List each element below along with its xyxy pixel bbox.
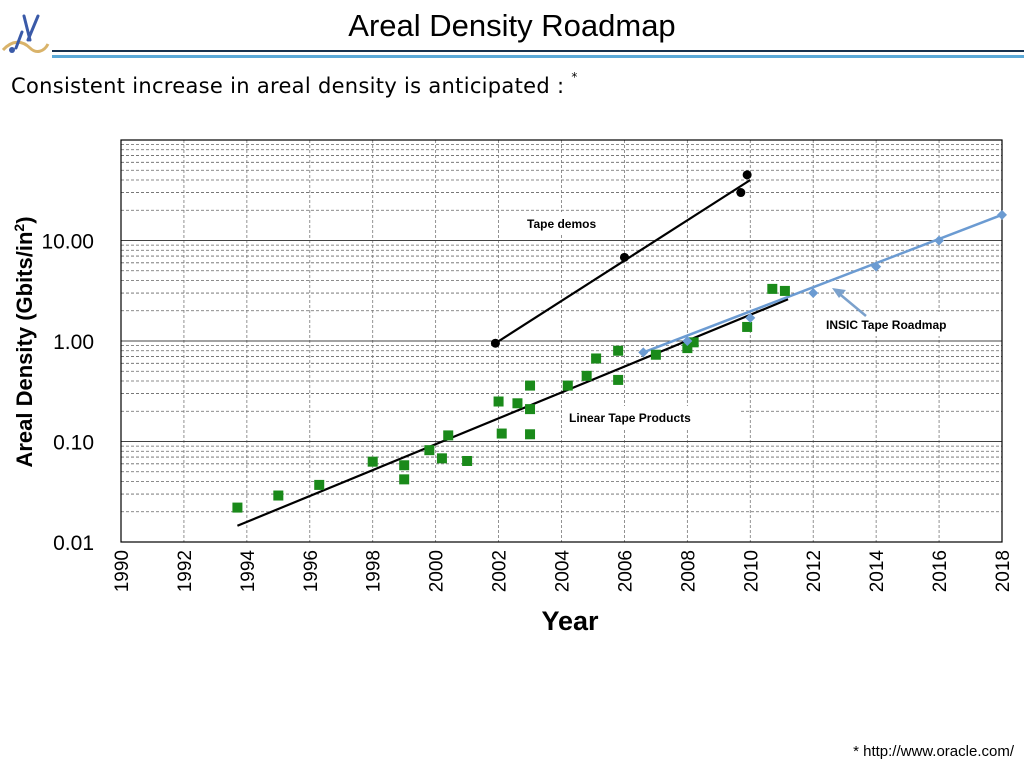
data-points — [232, 170, 1007, 513]
minor-gridlines — [120, 140, 1003, 542]
linear-tape-label-box — [562, 406, 740, 430]
slide-title: Areal Density Roadmap — [348, 8, 676, 43]
point-linear_tape_products — [688, 337, 699, 348]
point-linear_tape_products — [682, 343, 693, 354]
y-axis-title: Areal Density (Gbits/in2) — [11, 216, 37, 467]
point-linear_tape_products — [525, 404, 536, 415]
y-tick-label: 0.01 — [53, 532, 94, 555]
point-insic_tape_roadmap — [871, 261, 882, 272]
logo-dot — [9, 47, 15, 53]
point-tape_demos — [736, 188, 746, 198]
y-axis-title-close: ) — [12, 216, 37, 223]
point-linear_tape_products — [273, 490, 284, 501]
x-tick-label: 2002 — [490, 550, 511, 592]
linear-tape-label: Linear Tape Products — [569, 411, 691, 425]
point-linear_tape_products — [742, 321, 753, 332]
x-axis-title: Year — [541, 606, 599, 636]
x-tick-label: 2010 — [741, 550, 762, 592]
point-insic_tape_roadmap — [745, 312, 756, 323]
x-tick-label: 2006 — [615, 550, 636, 592]
point-linear_tape_products — [424, 445, 435, 456]
point-linear_tape_products — [767, 283, 778, 294]
header-rule-dark — [52, 50, 1024, 52]
y-tick-labels: 0.01 0.10 1.00 10.00 — [41, 231, 94, 556]
point-linear_tape_products — [399, 460, 410, 471]
x-tick-label: 2014 — [867, 550, 888, 593]
x-tick-labels: 1990 1992 1994 1996 1998 2000 2002 2004 2006 2008… — [112, 550, 1014, 593]
tape-demos-label: Tape demos — [527, 217, 596, 231]
x-tick-label: 2018 — [993, 550, 1014, 592]
point-linear_tape_products — [581, 370, 592, 381]
point-linear_tape_products — [562, 380, 573, 391]
logo-swoosh — [1, 40, 50, 53]
point-linear_tape_products — [314, 479, 325, 490]
x-tick-label: 2012 — [804, 550, 825, 592]
point-linear_tape_products — [591, 353, 602, 364]
insic-roadmap-label: INSIC Tape Roadmap — [826, 318, 946, 332]
trend-line-linear_tape_products — [236, 298, 789, 527]
point-linear_tape_products — [399, 474, 410, 485]
insic-roadmap-label-box — [818, 312, 990, 336]
tape-demos-label-box — [518, 212, 622, 234]
x-tick-label: 1992 — [175, 550, 196, 592]
insic-roadmap-arrowhead — [832, 288, 846, 298]
point-linear_tape_products — [367, 456, 378, 467]
slide-subtitle: Consistent increase in areal density is … — [11, 70, 578, 98]
point-tape_demos — [619, 252, 629, 262]
point-insic_tape_roadmap — [638, 347, 649, 358]
y-axis-title-superscript: 2 — [11, 224, 27, 232]
subtitle-footnote-marker: * — [571, 70, 578, 84]
point-insic_tape_roadmap — [934, 235, 945, 246]
plot-frame — [120, 139, 1003, 543]
y-tick-label: 10.00 — [41, 231, 94, 254]
y-tick-label: 1.00 — [53, 331, 94, 354]
y-tick-label: 0.10 — [53, 432, 94, 455]
point-linear_tape_products — [436, 453, 447, 464]
point-linear_tape_products — [613, 374, 624, 385]
x-tick-label: 1998 — [364, 550, 385, 592]
x-tick-label: 2016 — [930, 550, 951, 592]
point-linear_tape_products — [232, 502, 243, 513]
trend-lines — [236, 179, 1003, 527]
subtitle-text: Consistent increase in areal density is … — [11, 74, 565, 98]
point-linear_tape_products — [779, 285, 790, 296]
point-linear_tape_products — [525, 429, 536, 440]
point-tape_demos — [742, 170, 752, 180]
point-linear_tape_products — [613, 345, 624, 356]
x-tick-label: 1990 — [112, 550, 133, 592]
x-tick-label: 1996 — [301, 550, 322, 592]
point-insic_tape_roadmap — [997, 209, 1007, 220]
header-rule-light — [52, 55, 1024, 58]
trend-line-tape_demos — [494, 179, 751, 345]
y-axis-title-text: Areal Density (Gbits/in — [12, 232, 37, 468]
point-insic_tape_roadmap — [808, 288, 819, 299]
point-linear_tape_products — [443, 430, 454, 441]
trend-line-insic_tape_roadmap — [642, 213, 1003, 354]
x-tick-label: 2008 — [678, 550, 699, 592]
x-tick-label: 1994 — [238, 550, 259, 593]
point-linear_tape_products — [525, 380, 536, 391]
point-linear_tape_products — [493, 396, 504, 407]
x-tick-label: 2004 — [553, 550, 574, 593]
logo — [1, 14, 50, 53]
point-linear_tape_products — [496, 428, 507, 439]
logo-letter — [14, 14, 40, 50]
x-tick-label: 2000 — [427, 550, 448, 592]
point-tape_demos — [490, 338, 500, 348]
point-linear_tape_products — [512, 398, 523, 409]
point-insic_tape_roadmap — [682, 336, 693, 346]
point-linear_tape_products — [462, 455, 473, 466]
source-footnote: * http://www.oracle.com/ — [853, 743, 1014, 760]
point-linear_tape_products — [650, 349, 661, 360]
